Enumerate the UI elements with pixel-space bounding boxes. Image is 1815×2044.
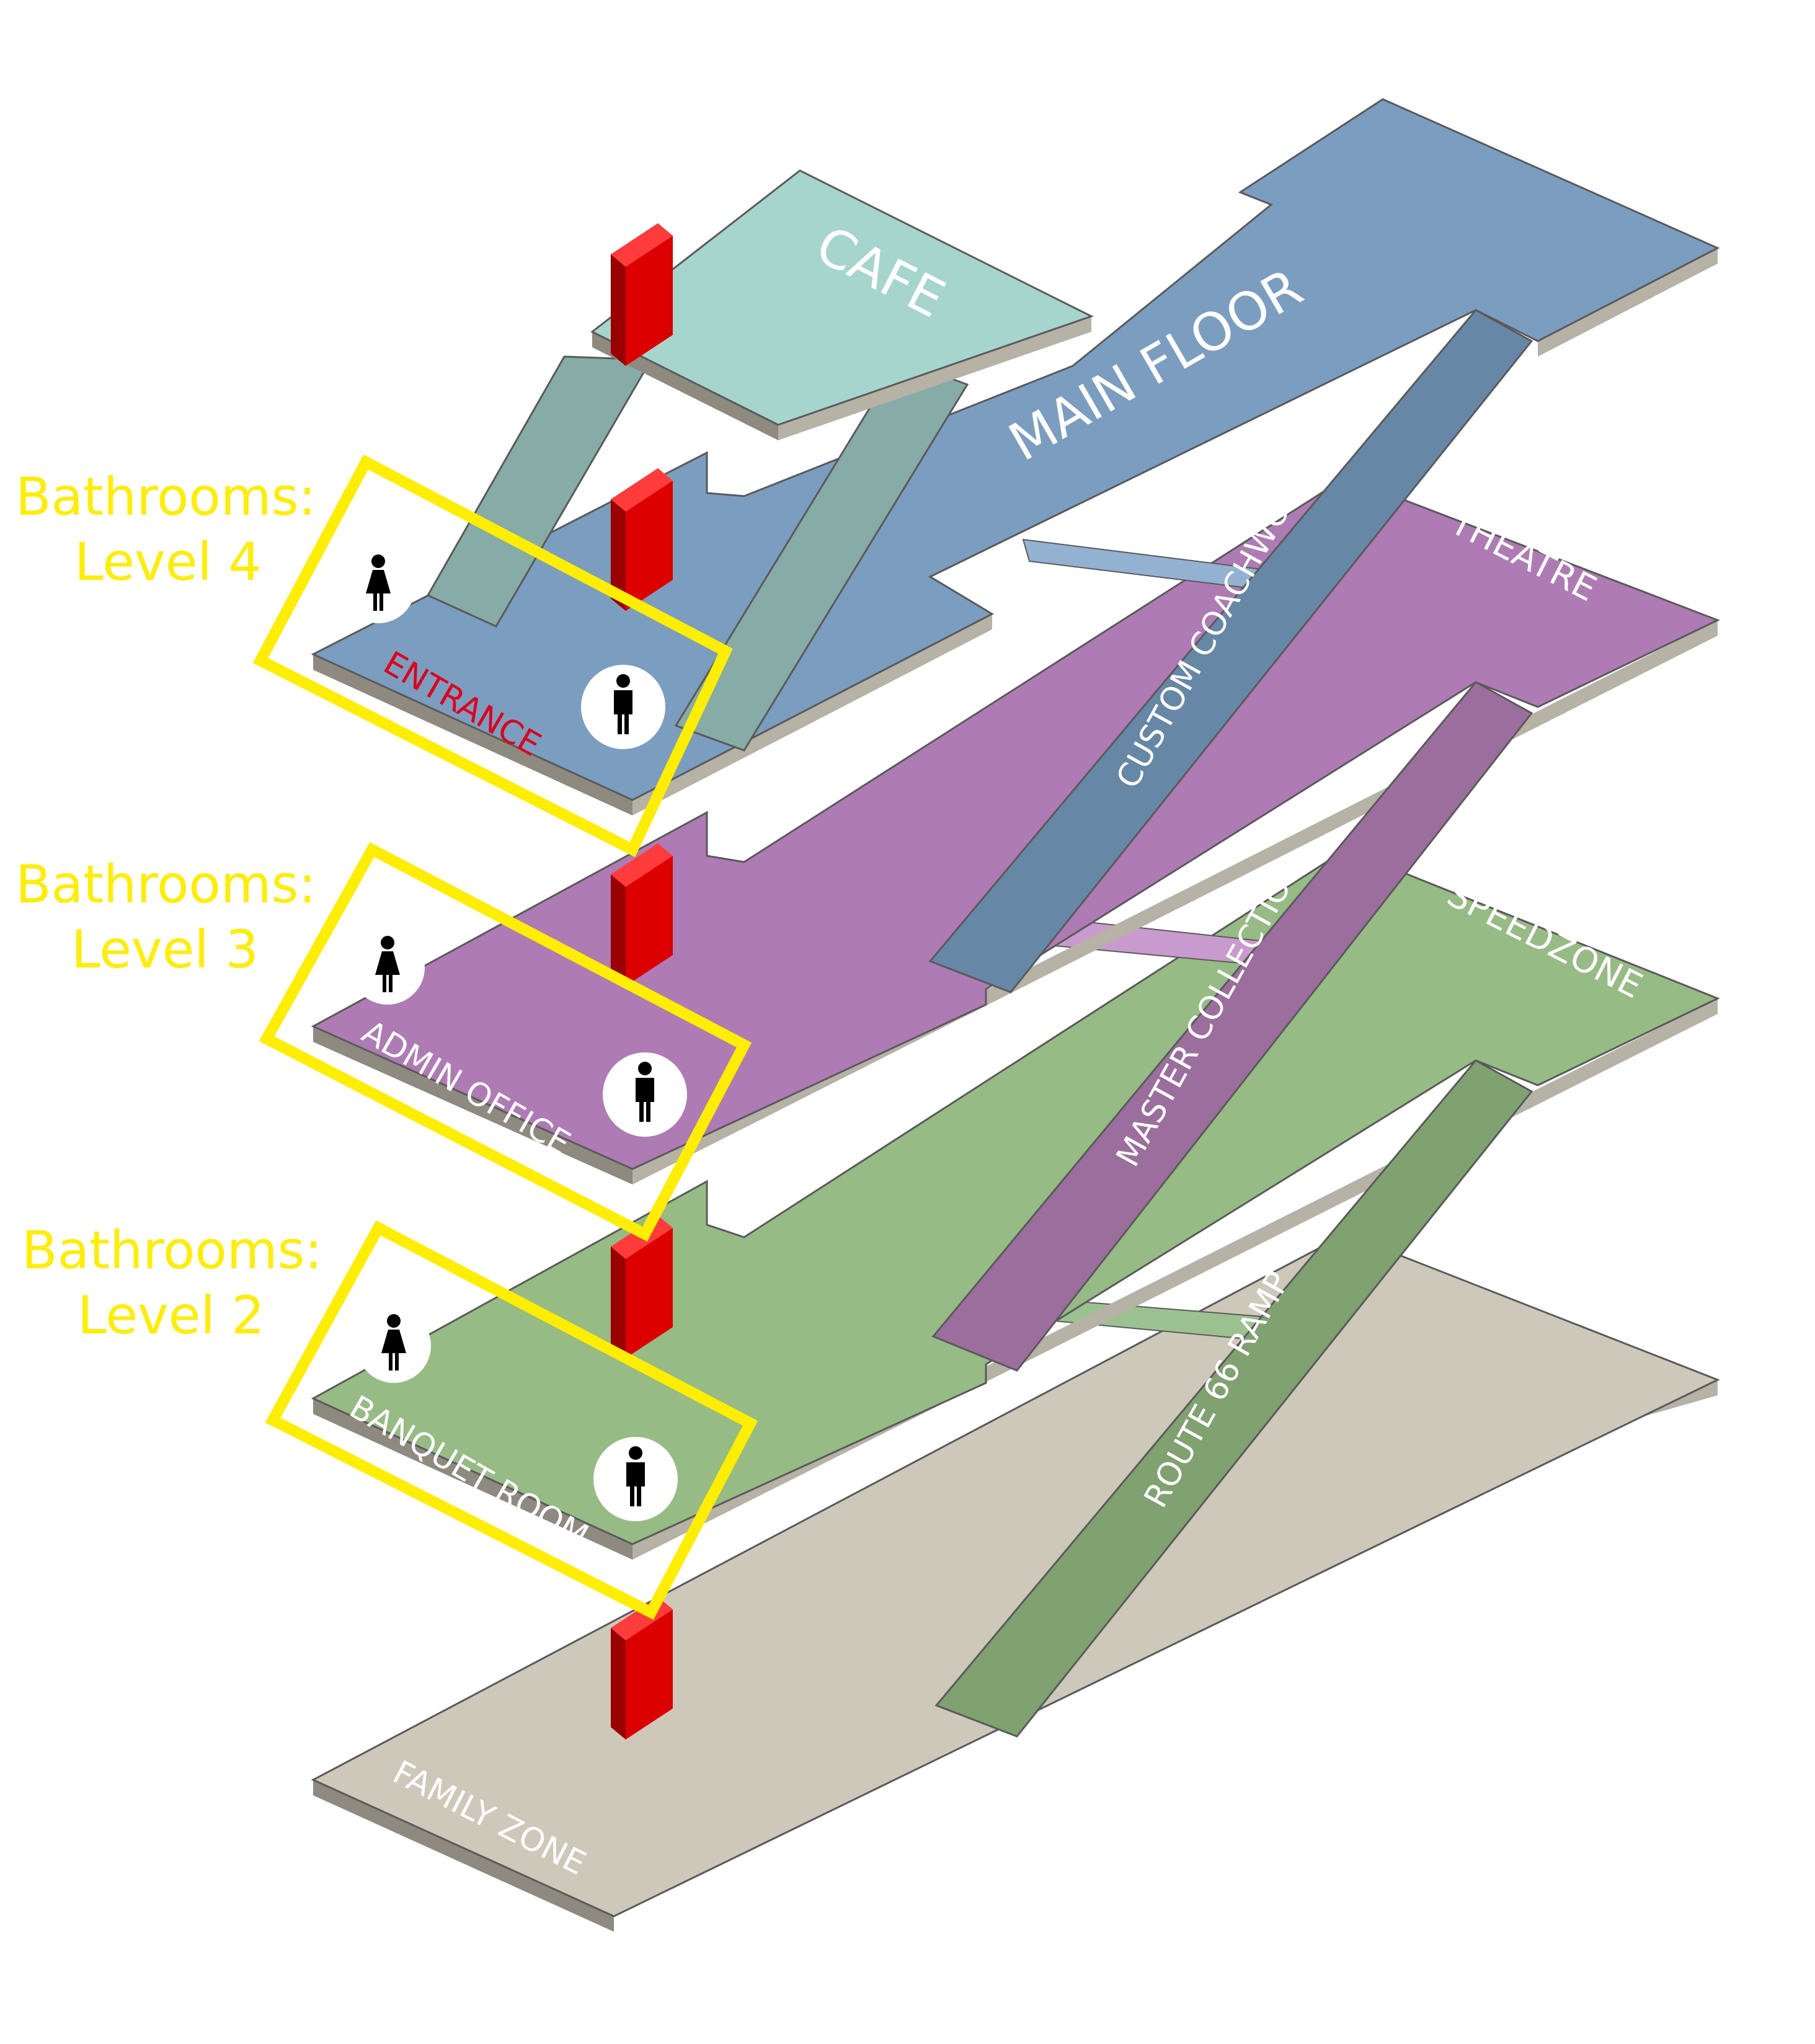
callout-level-4: Bathrooms: Level 4	[16, 466, 316, 592]
bathrooms-level-4-highlight	[252, 454, 733, 858]
master-collection-ramp	[931, 681, 1533, 1372]
callout-level-2: Bathrooms: Level 2	[22, 1220, 322, 1346]
womens-restroom-level-3	[350, 930, 425, 1005]
cafe-floor	[590, 169, 1094, 440]
womens-restroom-level-4	[341, 549, 415, 623]
callout-level-3: Bathrooms: Level 3	[16, 854, 316, 980]
callout-level-2-line2: Level 2	[78, 1285, 265, 1346]
cafe-support-ramp-right	[674, 358, 969, 752]
mens-restroom-level-2	[593, 1437, 678, 1521]
bathrooms-level-3-highlight	[259, 842, 752, 1242]
mens-restroom-level-4	[581, 665, 665, 749]
custom-coachworks-ramp	[928, 309, 1533, 993]
callout-level-2-line1: Bathrooms:	[22, 1220, 322, 1281]
route-66-ramp	[934, 1059, 1533, 1738]
callout-level-3-line1: Bathrooms:	[16, 854, 316, 915]
womens-restroom-level-2	[357, 1309, 431, 1383]
callout-level-4-line2: Level 4	[74, 531, 262, 592]
callout-level-4-line1: Bathrooms:	[16, 466, 316, 527]
mens-restroom-level-3	[603, 1052, 687, 1137]
bathrooms-level-2-highlight	[265, 1220, 758, 1620]
callout-level-3-line2: Level 3	[71, 919, 259, 980]
